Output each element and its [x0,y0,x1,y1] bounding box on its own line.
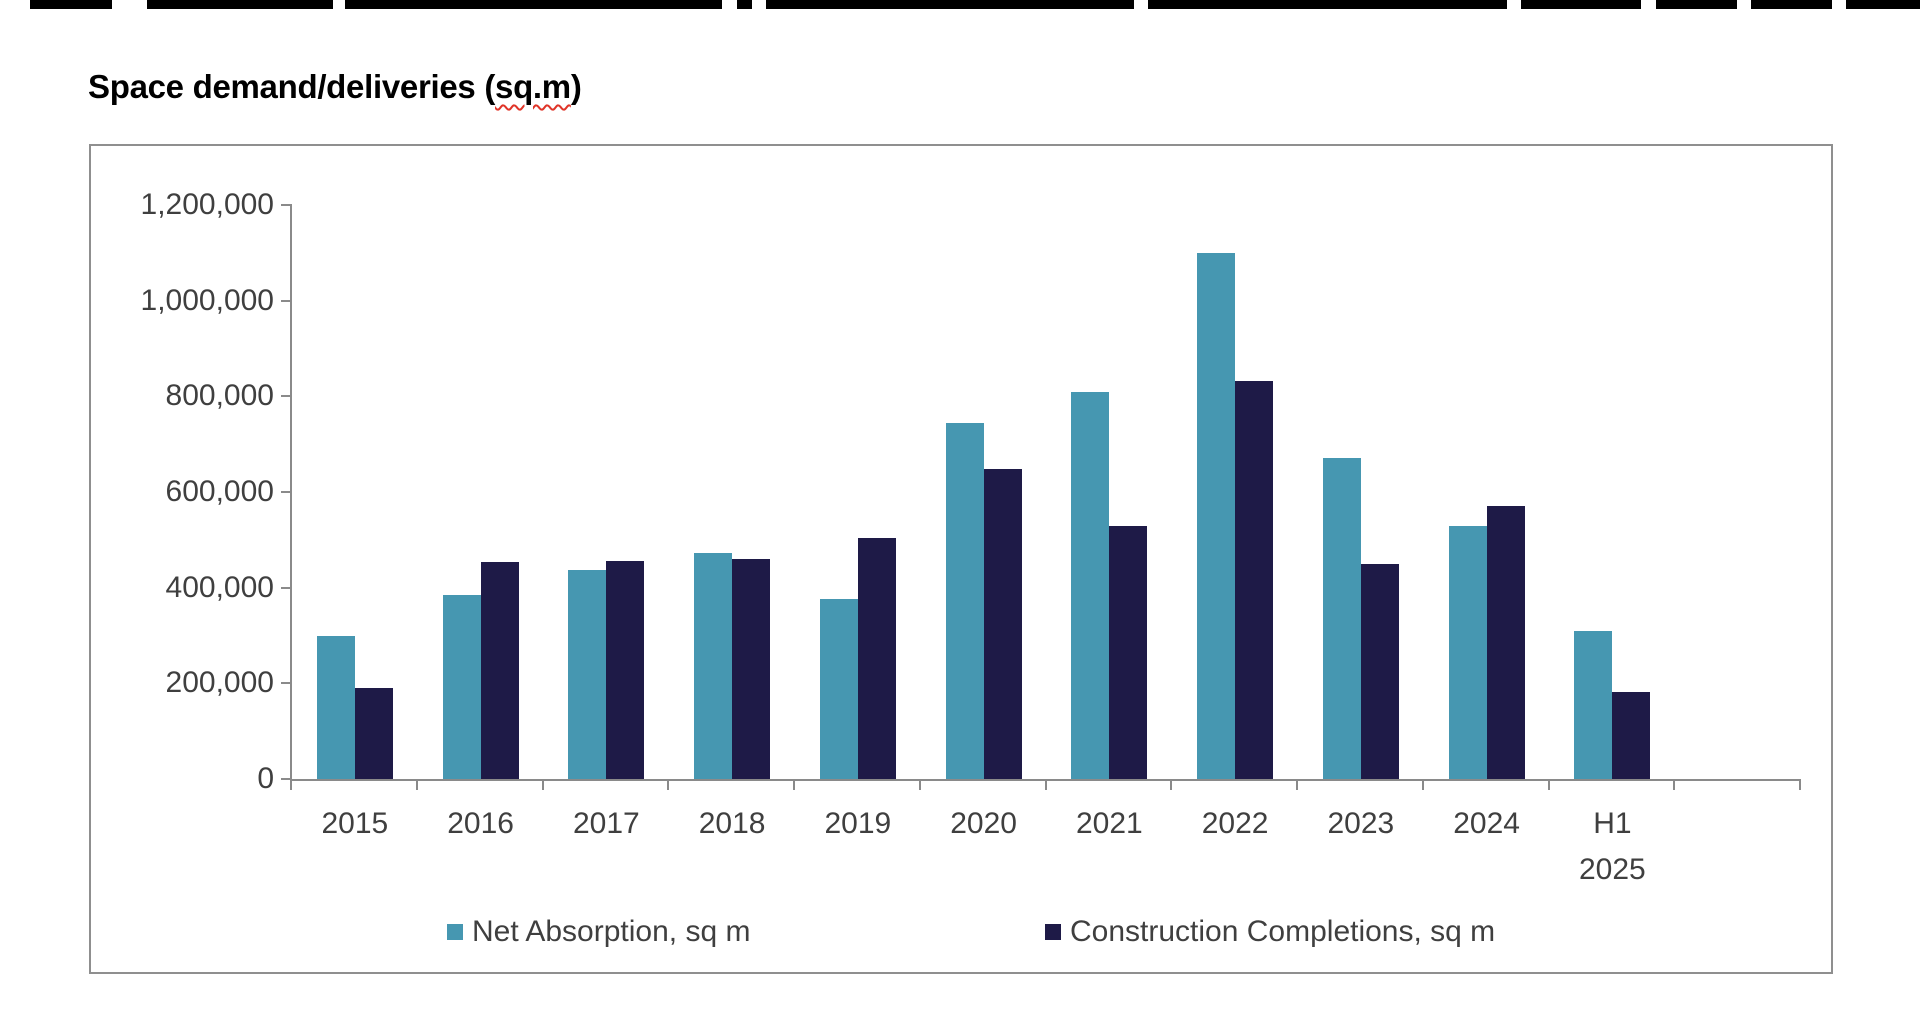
y-axis-tick [281,586,292,589]
y-axis-label: 0 [257,762,274,795]
x-axis-tick [290,779,292,790]
bar-construction-completions-2015 [354,687,393,779]
y-axis-tick [281,204,292,206]
bar-net-absorption-2019 [819,599,858,779]
bar-net-absorption-2020 [945,422,984,779]
chart-title-prefix: Space demand/deliveries ( [88,68,496,105]
bar-net-absorption-2016 [442,595,481,779]
legend-label-construction-completions: Construction Completions, sq m [1070,915,1496,948]
bar-construction-completions-2020 [983,469,1022,779]
x-axis-tick [1044,779,1047,790]
bar-net-absorption-2022 [1197,252,1236,779]
x-axis-label-2020: 2020 [950,807,1017,840]
x-axis-label-h1-2025: H1 2025 [1579,807,1646,886]
cropped-text-segment [147,0,333,9]
y-axis-label: 600,000 [165,475,274,508]
cropped-text-segment [345,0,722,9]
x-axis-label-2019: 2019 [824,807,892,840]
x-axis-tick [1296,779,1298,790]
legend-swatch-construction-completions [1045,924,1061,940]
x-axis-label-2015: 2015 [321,807,389,840]
x-axis-tick [1421,779,1424,790]
bar-net-absorption-h1-2025 [1574,630,1613,779]
x-axis-label-2023: 2023 [1327,807,1395,840]
legend-item-net-absorption: Net Absorption, sq m [447,912,750,952]
x-axis-tick [918,779,921,790]
x-axis-tick [667,779,670,790]
bar-construction-completions-h1-2025 [1612,691,1651,779]
cropped-text-segment [1751,0,1832,9]
y-axis-tick [281,395,292,398]
cropped-text-segment [1521,0,1641,9]
chart-container: 1,200,000 1,000,000 800,000 600,000 400,000 2… [89,144,1833,974]
y-axis-label: 400,000 [165,570,274,604]
legend-swatch-net-absorption [447,924,463,940]
x-axis-label-2021: 2021 [1076,807,1143,840]
x-axis-tick [1547,779,1550,790]
x-axis-tick [793,779,795,790]
x-axis-tick [541,779,544,790]
bar-net-absorption-2021 [1071,392,1110,779]
y-axis-label: 1,000,000 [140,283,274,317]
y-axis-tick [281,682,292,685]
chart-title-suffix: ) [570,68,582,105]
cropped-text-segment [1148,0,1507,9]
bar-net-absorption-2023 [1322,458,1361,779]
x-axis-tick [1170,779,1173,790]
bar-construction-completions-2024 [1486,505,1525,779]
bar-construction-completions-2022 [1235,380,1274,779]
bar-net-absorption-2018 [694,552,733,779]
y-axis-label: 200,000 [165,666,274,700]
y-axis-tick [281,778,292,780]
cropped-text-remnant-strip [0,0,1920,10]
cropped-text-segment [30,0,112,9]
x-axis-tick [1673,779,1676,790]
x-axis-tick [415,779,418,790]
x-axis-tick [1799,779,1801,790]
bar-construction-completions-2016 [480,562,519,779]
chart-title: Space demand/deliveries (sq.m) [88,68,582,106]
y-axis-tick [281,491,292,493]
bar-net-absorption-2017 [568,569,607,779]
x-axis-label-2017: 2017 [573,807,640,840]
bar-net-absorption-2024 [1448,526,1487,779]
cropped-text-segment [1656,0,1737,9]
bar-construction-completions-2017 [606,561,645,779]
bar-net-absorption-2015 [316,635,355,779]
x-axis-label-2022: 2022 [1201,807,1269,840]
y-axis-line [290,205,292,781]
legend-label-net-absorption: Net Absorption, sq m [472,915,751,948]
bar-construction-completions-2021 [1109,525,1148,779]
bar-construction-completions-2023 [1360,564,1399,779]
x-axis-label-2016: 2016 [447,807,514,840]
y-axis-label: 800,000 [165,379,274,413]
y-axis-tick [281,299,292,302]
cropped-text-segment [1846,0,1920,9]
bar-construction-completions-2018 [732,559,771,779]
y-axis-label: 1,200,000 [140,188,274,221]
legend-item-construction-completions: Construction Completions, sq m [1045,912,1495,952]
chart-title-misspelled-word: sq.m [495,68,571,105]
cropped-text-segment [766,0,1134,9]
cropped-text-segment [737,0,752,9]
bar-construction-completions-2019 [857,538,896,779]
x-axis-label-2024: 2024 [1453,807,1520,840]
x-axis-label-2018: 2018 [698,807,766,840]
